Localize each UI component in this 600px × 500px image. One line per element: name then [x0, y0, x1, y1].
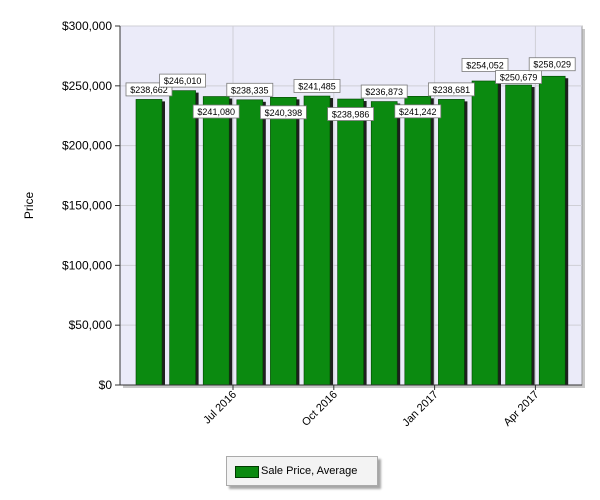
bar	[337, 98, 364, 386]
data-label-box	[192, 104, 240, 119]
y-tick-label: $250,000	[62, 79, 112, 93]
bar	[303, 95, 331, 386]
data-label-box	[360, 84, 408, 99]
y-tick-label: $50,000	[69, 318, 113, 332]
data-label-box	[293, 79, 341, 93]
data-label-box	[327, 107, 375, 121]
data-label: $258,029	[533, 60, 571, 70]
bar	[505, 84, 532, 386]
bar	[135, 99, 163, 386]
data-label: $250,679	[500, 73, 538, 83]
legend: Sale Price, Average	[226, 456, 378, 486]
legend-swatch	[235, 466, 259, 478]
data-label-box	[226, 82, 274, 97]
y-tick-label: $200,000	[62, 139, 112, 153]
bar	[169, 90, 196, 386]
data-label-box	[259, 105, 307, 120]
data-label: $246,010	[164, 76, 202, 86]
x-tick-label: Jan 2017	[400, 389, 440, 429]
x-tick-label: Jul 2016	[201, 389, 239, 427]
legend-label: Sale Price, Average	[261, 465, 358, 477]
data-label-box	[528, 57, 576, 72]
bar	[370, 101, 398, 386]
data-label: $238,335	[231, 85, 269, 95]
data-label: $240,398	[265, 108, 303, 118]
data-label-box	[394, 104, 442, 119]
bar	[471, 80, 499, 386]
data-label: $238,986	[332, 110, 370, 120]
data-label-box	[495, 70, 543, 84]
data-label: $254,052	[466, 60, 504, 70]
data-label: $241,242	[399, 107, 437, 117]
y-axis-title: Price	[22, 192, 36, 220]
data-label: $238,681	[433, 85, 471, 95]
data-label-box	[159, 73, 207, 88]
data-label: $241,485	[298, 82, 336, 92]
bar	[404, 96, 432, 386]
bar	[538, 75, 566, 386]
bar	[202, 96, 230, 386]
y-tick-label: $300,000	[62, 19, 112, 33]
y-tick-label: $100,000	[62, 258, 112, 272]
x-tick-label: Apr 2017	[501, 389, 541, 429]
data-label: $238,662	[130, 85, 168, 95]
bar	[236, 99, 264, 386]
bar	[438, 99, 465, 386]
data-label-box	[461, 58, 509, 72]
data-label: $241,080	[197, 107, 235, 117]
x-tick-label: Oct 2016	[300, 389, 340, 429]
y-tick-label: $150,000	[62, 199, 112, 213]
y-tick-label: $0	[99, 378, 113, 392]
bar	[270, 97, 297, 386]
data-label-box	[427, 82, 475, 97]
data-label: $236,873	[365, 87, 403, 97]
